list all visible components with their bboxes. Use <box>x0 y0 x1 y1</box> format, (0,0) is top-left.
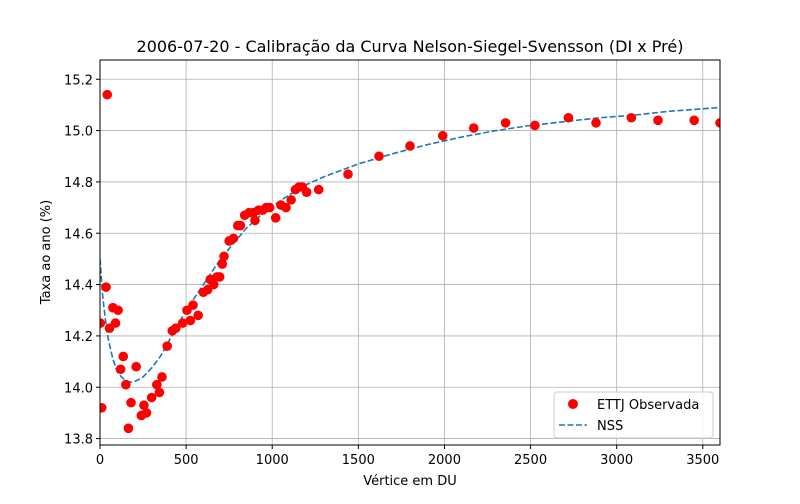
y-tick-label: 14.6 <box>64 227 93 242</box>
data-point <box>208 279 219 290</box>
data-point <box>121 379 131 390</box>
legend: ETTJ Observada NSS <box>553 391 714 439</box>
data-point <box>123 423 134 434</box>
data-point <box>113 305 123 316</box>
data-point <box>100 318 106 328</box>
data-point <box>162 341 172 351</box>
data-point <box>131 361 141 372</box>
data-point <box>110 318 121 328</box>
legend-box <box>553 391 714 439</box>
data-point <box>264 202 275 213</box>
y-axis-ticks: 13.8 14.0 14.2 14.4 14.6 14.8 15.0 15.2 <box>64 73 100 448</box>
data-point <box>591 118 601 128</box>
plot-marks <box>100 89 720 434</box>
x-axis-label: Vértice em DU <box>363 474 457 489</box>
data-point <box>437 130 448 141</box>
chart-title: 2006-07-20 - Calibração da Curva Nelson-… <box>137 37 684 56</box>
series-line-nss <box>100 106 720 383</box>
data-point <box>214 272 225 282</box>
data-point <box>115 364 126 375</box>
y-tick-label: 14.2 <box>64 330 93 345</box>
y-tick-label: 14.0 <box>64 381 93 396</box>
x-tick-label: 1000 <box>256 453 289 468</box>
y-tick-label: 13.8 <box>64 433 93 448</box>
data-point <box>301 187 312 197</box>
data-point <box>626 112 637 123</box>
data-point <box>193 310 203 321</box>
data-point <box>405 141 415 151</box>
x-tick-label: 2500 <box>514 453 547 468</box>
y-tick-label: 15.0 <box>64 125 93 140</box>
data-point <box>313 184 324 195</box>
data-point <box>154 387 165 398</box>
data-point <box>146 392 157 403</box>
x-tick-label: 0 <box>96 453 104 468</box>
x-tick-label: 2000 <box>428 453 461 468</box>
data-point <box>653 115 663 126</box>
data-point <box>235 220 246 231</box>
data-point <box>126 397 136 408</box>
data-point <box>188 300 198 310</box>
data-point <box>101 282 111 292</box>
data-point <box>250 215 260 226</box>
data-point <box>157 372 167 382</box>
data-point <box>281 202 291 213</box>
data-point <box>185 315 196 326</box>
data-point <box>689 115 699 126</box>
data-point <box>270 213 281 223</box>
data-point <box>286 195 296 205</box>
x-tick-label: 500 <box>174 453 199 468</box>
scatter-points <box>100 89 720 434</box>
data-point <box>139 400 149 411</box>
y-tick-label: 14.8 <box>64 176 93 191</box>
data-point <box>374 151 384 162</box>
data-point <box>217 259 228 269</box>
data-point <box>530 120 540 131</box>
data-point <box>219 251 229 262</box>
plot-frame <box>99 59 721 446</box>
x-tick-label: 3500 <box>686 453 719 468</box>
data-point <box>228 233 239 244</box>
data-point <box>100 402 107 413</box>
x-tick-label: 1500 <box>342 453 375 468</box>
grid <box>99 60 720 445</box>
data-point <box>102 89 113 100</box>
data-point <box>468 123 479 133</box>
y-axis-label: Taxa ao ano (%) <box>39 200 54 305</box>
data-point <box>170 323 181 334</box>
legend-marker-scatter <box>568 399 578 409</box>
data-point <box>177 318 188 328</box>
y-tick-label: 15.2 <box>64 73 93 88</box>
data-point <box>343 169 353 180</box>
y-tick-label: 14.4 <box>64 279 93 294</box>
data-point <box>141 408 152 418</box>
legend-label-ettj: ETTJ Observada <box>597 398 699 413</box>
x-tick-label: 3000 <box>600 453 633 468</box>
data-point <box>715 118 720 128</box>
data-point <box>563 112 574 123</box>
data-point <box>152 379 162 390</box>
x-axis-ticks: 0 500 1000 1500 2000 2500 3000 3500 <box>96 445 719 468</box>
data-point <box>500 118 511 128</box>
data-point <box>118 351 129 362</box>
legend-label-nss: NSS <box>597 419 623 434</box>
